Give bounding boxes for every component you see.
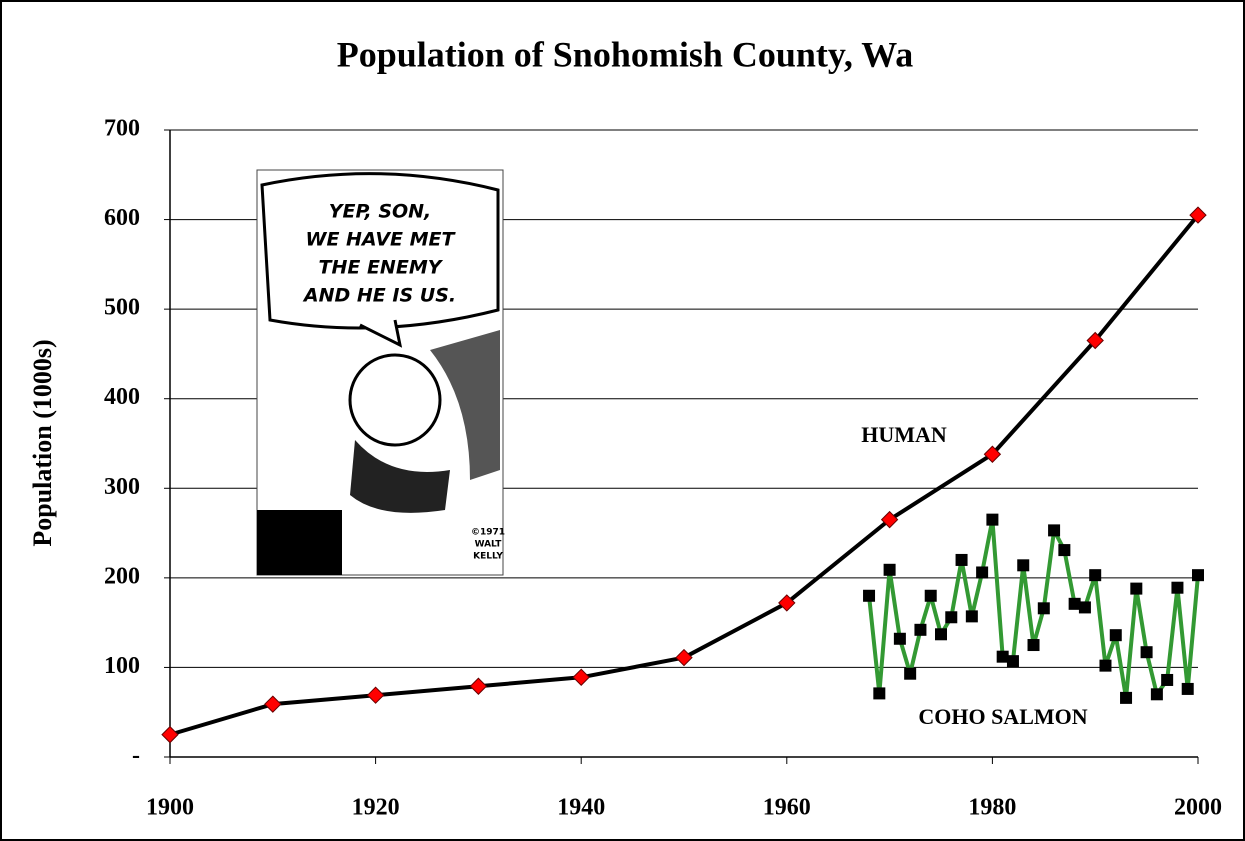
marker	[469, 677, 488, 695]
tree	[430, 330, 500, 480]
signature: KELLY	[473, 552, 503, 562]
series-annotation: COHO SALMON	[918, 704, 1087, 729]
y-tick-label: 100	[104, 653, 140, 679]
character-body	[350, 440, 450, 513]
speech-line: WE HAVE MET	[305, 229, 456, 251]
y-tick-label: -	[132, 743, 140, 769]
signature: WALT	[475, 540, 503, 550]
marker	[1068, 597, 1081, 610]
marker	[1192, 569, 1204, 582]
y-tick-label: 400	[104, 384, 140, 410]
x-tick-label: 1960	[763, 795, 811, 821]
marker	[996, 650, 1009, 663]
marker	[1171, 581, 1184, 594]
marker	[945, 611, 958, 624]
marker	[880, 510, 899, 529]
speech-line: THE ENEMY	[319, 257, 444, 279]
marker	[976, 566, 989, 579]
y-tick-label: 500	[104, 295, 140, 321]
character-head	[348, 353, 442, 447]
marker	[883, 563, 896, 576]
marker	[924, 589, 937, 602]
y-tick-label: 700	[104, 116, 140, 142]
marker	[983, 445, 1002, 463]
marker	[1006, 655, 1019, 668]
marker	[986, 513, 999, 526]
marker	[1150, 688, 1163, 701]
marker	[1140, 646, 1153, 659]
speech-line: YEP, SON,	[329, 201, 432, 223]
series-annotation: HUMAN	[861, 422, 947, 447]
marker	[1089, 569, 1102, 582]
marker	[1086, 331, 1104, 350]
x-tick-label: 1900	[146, 795, 194, 821]
marker	[1120, 691, 1133, 704]
marker	[1037, 602, 1050, 615]
marker	[893, 632, 906, 645]
y-tick-label: 600	[104, 205, 140, 231]
x-tick-label: 1920	[352, 795, 400, 821]
marker	[863, 589, 876, 602]
cartoon: YEP, SON, WE HAVE MET THE ENEMY AND HE I…	[256, 169, 505, 576]
speech-line: AND HE IS US.	[302, 285, 456, 307]
x-tick-label: 1940	[557, 795, 605, 821]
marker	[1048, 524, 1061, 537]
marker	[1181, 682, 1194, 695]
marker	[1027, 639, 1040, 652]
marker	[1189, 206, 1207, 224]
x-tick-label: 2000	[1174, 795, 1222, 821]
speech-bubble	[260, 172, 500, 330]
marker	[366, 686, 385, 704]
marker	[935, 628, 947, 641]
marker	[965, 610, 978, 623]
marker	[1058, 544, 1071, 557]
marker	[873, 687, 886, 700]
marker	[572, 668, 590, 686]
x-tick-label: 1980	[968, 795, 1016, 821]
y-tick-label: 200	[104, 563, 140, 589]
marker	[914, 623, 927, 636]
signature: ©1971	[471, 528, 505, 538]
marker	[778, 594, 796, 612]
shadow	[257, 510, 342, 575]
marker	[904, 667, 917, 680]
marker	[1017, 559, 1030, 572]
bubble-tail	[359, 319, 403, 348]
y-axis-label: Population (1000s)	[28, 339, 57, 546]
marker	[1109, 629, 1122, 642]
marker	[955, 553, 968, 566]
marker	[161, 725, 179, 744]
marker	[675, 648, 693, 667]
marker	[1078, 601, 1091, 614]
chart-title: Population of Snohomish County, Wa	[337, 34, 914, 74]
y-tick-label: 300	[104, 474, 140, 500]
marker	[1161, 673, 1174, 686]
marker	[1099, 659, 1112, 672]
marker	[1130, 582, 1143, 595]
marker	[264, 695, 282, 713]
